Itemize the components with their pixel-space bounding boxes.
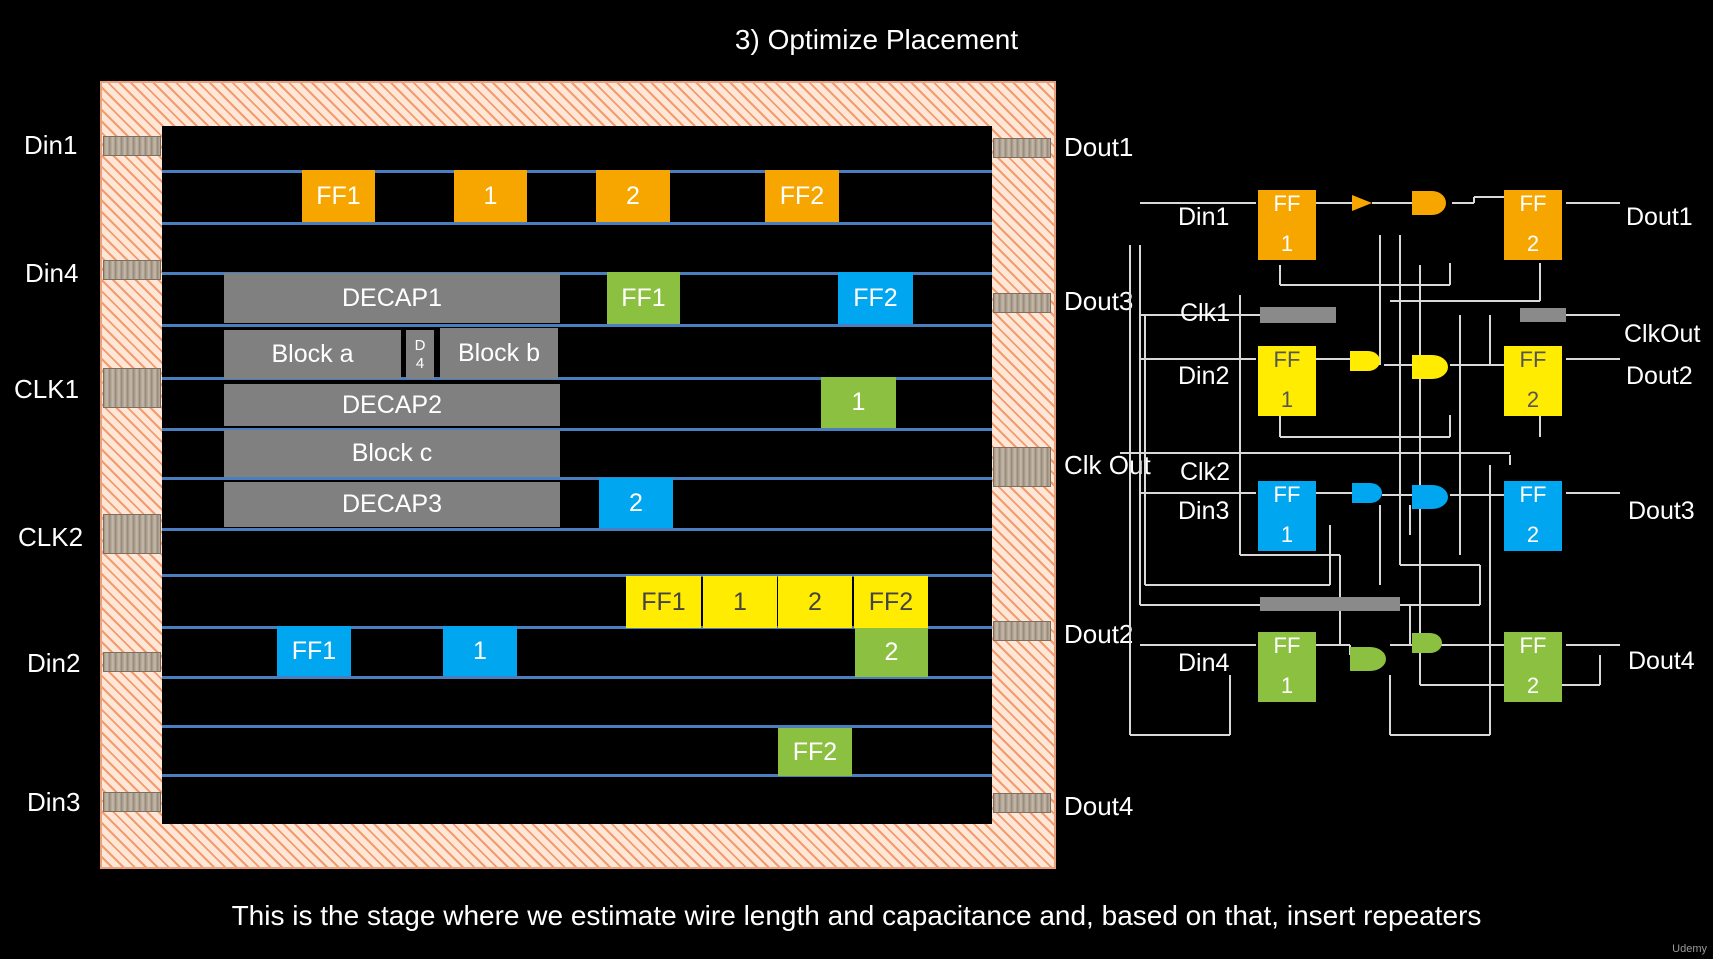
pin-label-din1: Din1 <box>24 130 78 160</box>
ff-label: FF <box>1519 347 1547 372</box>
pin-label-dout3: Dout3 <box>1064 286 1134 316</box>
orange-gate-1: 1 <box>454 170 527 222</box>
blue-gate-1: 1 <box>443 626 517 676</box>
block-a: Block a <box>224 330 401 379</box>
blue-ff2: FF2 <box>838 272 913 324</box>
sch-input-din2: Din2 <box>1178 362 1230 390</box>
row-rail <box>162 170 992 173</box>
pad-din2 <box>103 652 161 672</box>
row-rail <box>162 428 992 431</box>
sch-ff1-green: FF 1 <box>1258 632 1316 702</box>
row-rail <box>162 574 992 577</box>
d4-block: D 4 <box>406 330 434 379</box>
pin-label-dout4: Dout4 <box>1064 791 1134 821</box>
row-rail <box>162 324 992 327</box>
pad-clk1 <box>103 368 161 408</box>
pad-dout2 <box>993 621 1051 641</box>
yellow-ff1: FF1 <box>626 576 701 628</box>
ff-number: 1 <box>1280 231 1294 256</box>
green-gate-2: 2 <box>855 628 928 677</box>
sch-input-din1: Din1 <box>1178 203 1230 231</box>
row-rail <box>162 222 992 225</box>
sch-ff1-orange: FF 1 <box>1258 190 1316 260</box>
pin-label-clk2: CLK2 <box>18 522 84 552</box>
sch-input-din4: Din4 <box>1178 649 1230 677</box>
ff-label: FF <box>1519 482 1547 507</box>
ff-label: FF <box>1273 482 1301 507</box>
row-rail <box>162 626 992 629</box>
sch-output-dout2: Dout2 <box>1626 362 1693 390</box>
page-title: 3) Optimize Placement <box>734 24 1019 55</box>
d4-label-top: D <box>414 336 426 354</box>
sch-input-din3: Din3 <box>1178 497 1230 525</box>
pin-label-dout2: Dout2 <box>1064 619 1134 649</box>
row-rail <box>162 528 992 531</box>
sch-output-clkout: ClkOut <box>1624 320 1701 348</box>
yellow-gate-2: 2 <box>778 576 852 628</box>
pad-clk2 <box>103 514 161 554</box>
block-b: Block b <box>440 328 558 379</box>
sch-ff2-blue: FF 2 <box>1504 481 1562 551</box>
ff-label: FF <box>1519 633 1547 658</box>
pin-label-clk1: CLK1 <box>14 374 80 404</box>
row-rail <box>162 774 992 777</box>
ff-number: 2 <box>1526 387 1540 412</box>
caption-text: This is the stage where we estimate wire… <box>231 900 1482 931</box>
row-rail <box>162 272 992 275</box>
ff-label: FF <box>1273 191 1301 216</box>
green-ff1: FF1 <box>607 272 680 324</box>
pad-din3 <box>103 792 161 812</box>
decap2-block: DECAP2 <box>224 384 560 426</box>
blue-gate-2: 2 <box>599 478 673 528</box>
decap1-block: DECAP1 <box>224 273 560 323</box>
pin-label-din2: Din2 <box>27 648 81 678</box>
yellow-ff2: FF2 <box>854 576 928 628</box>
ff-number: 2 <box>1526 522 1540 547</box>
ff-label: FF <box>1273 347 1301 372</box>
pad-dout1 <box>993 138 1051 158</box>
block-c: Block c <box>224 430 560 477</box>
sch-input-clk2: Clk2 <box>1180 458 1231 486</box>
ff-number: 2 <box>1526 673 1540 698</box>
sch-output-dout1: Dout1 <box>1626 203 1693 231</box>
row-rail <box>162 477 992 480</box>
pad-din4 <box>103 260 161 280</box>
pin-label-dout1: Dout1 <box>1064 132 1134 162</box>
pin-label-din4: Din4 <box>25 258 79 288</box>
schematic-wiring <box>1120 191 1620 736</box>
sch-ff1-blue: FF 1 <box>1258 481 1316 551</box>
pin-label-din3: Din3 <box>27 787 81 817</box>
pin-label-clkout: Clk Out <box>1064 450 1151 480</box>
pad-dout3 <box>993 293 1051 313</box>
sch-output-dout3: Dout3 <box>1628 497 1695 525</box>
sch-ff2-yellow: FF 2 <box>1504 346 1562 416</box>
sch-ff2-green: FF 2 <box>1504 632 1562 702</box>
ff-number: 1 <box>1280 387 1294 412</box>
ff-number: 1 <box>1280 522 1294 547</box>
yellow-gate-1: 1 <box>703 576 777 628</box>
d4-label-bottom: 4 <box>415 354 425 372</box>
orange-gate-2: 2 <box>596 170 670 222</box>
sch-output-dout4: Dout4 <box>1628 647 1695 675</box>
blue-ff1: FF1 <box>277 626 351 676</box>
green-ff2: FF2 <box>778 728 852 776</box>
pad-clkout <box>993 447 1051 487</box>
sch-input-clk1: Clk1 <box>1180 299 1231 327</box>
pad-dout4 <box>993 793 1051 813</box>
row-rail <box>162 377 992 380</box>
ff-label: FF <box>1519 191 1547 216</box>
sch-ff2-orange: FF 2 <box>1504 190 1562 260</box>
row-rail <box>162 676 992 679</box>
ff-number: 1 <box>1280 673 1294 698</box>
pad-din1 <box>103 136 161 156</box>
orange-ff1: FF1 <box>302 170 375 222</box>
ff-label: FF <box>1273 633 1301 658</box>
green-gate-1: 1 <box>821 377 896 428</box>
row-rail <box>162 725 992 728</box>
orange-ff2: FF2 <box>765 170 839 222</box>
decap3-block: DECAP3 <box>224 482 560 527</box>
ff-number: 2 <box>1526 231 1540 256</box>
sch-ff1-yellow: FF 1 <box>1258 346 1316 416</box>
udemy-watermark: Udemy <box>1672 943 1707 955</box>
